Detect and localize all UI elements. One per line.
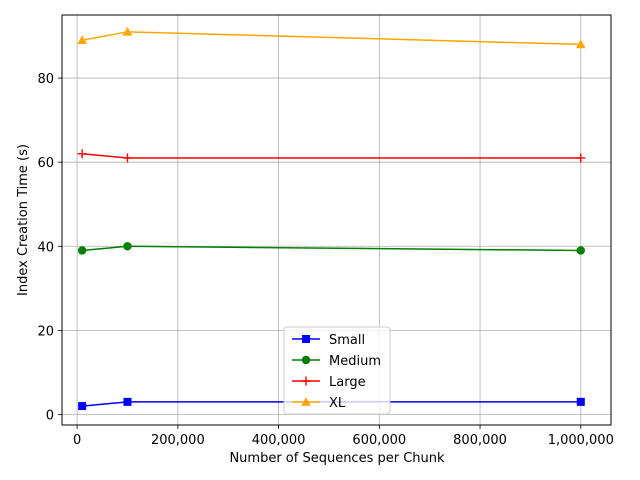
legend-label-medium: Medium	[329, 354, 381, 369]
data-point-small	[78, 402, 87, 411]
x-tick-label: 600,000	[352, 433, 406, 448]
data-point-medium	[77, 246, 87, 255]
y-tick-label: 60	[37, 156, 54, 171]
data-point-medium	[123, 242, 132, 251]
x-tick-label: 0	[73, 433, 81, 448]
x-tick-label: 800,000	[453, 433, 507, 448]
data-point-small	[123, 397, 132, 406]
legend-label-small: Small	[329, 333, 365, 348]
series-group	[77, 26, 586, 411]
x-axis-ticks: 0 200,000 400,000 600,000 800,000 1,000,000	[73, 425, 614, 448]
y-tick-label: 0	[46, 408, 54, 423]
data-point-large	[122, 153, 132, 163]
x-tick-label: 1,000,000	[548, 433, 614, 448]
data-point-xl	[122, 26, 133, 36]
x-tick-label: 200,000	[151, 433, 205, 448]
legend-marker-xl	[301, 397, 311, 406]
y-axis-label: Index Creation Time (s)	[16, 144, 31, 296]
plot-frame	[61, 14, 612, 426]
legend-box	[283, 326, 391, 415]
data-point-large	[77, 149, 87, 159]
data-point-xl	[77, 35, 87, 45]
y-tick-label: 40	[37, 240, 54, 255]
series-small	[78, 397, 585, 411]
legend-marker-large	[301, 376, 311, 386]
data-point-small	[576, 397, 585, 406]
legend-label-xl: XL	[329, 396, 346, 411]
x-tick-label: 400,000	[252, 433, 306, 448]
legend-marker-small	[302, 335, 310, 343]
data-point-xl	[575, 39, 586, 49]
y-tick-label: 80	[37, 72, 54, 87]
legend: Small Medium Large XL	[283, 326, 391, 415]
x-axis-label: Number of Sequences per Chunk	[229, 451, 445, 466]
y-tick-label: 20	[37, 324, 54, 339]
data-point-large	[576, 153, 586, 163]
data-point-medium	[576, 246, 585, 255]
series-large	[77, 149, 586, 163]
series-xl	[77, 26, 586, 49]
series-medium	[77, 242, 585, 255]
legend-label-large: Large	[329, 375, 366, 390]
legend-marker-medium	[301, 355, 311, 365]
y-axis-ticks: 0 20 40 60 80	[37, 72, 62, 423]
